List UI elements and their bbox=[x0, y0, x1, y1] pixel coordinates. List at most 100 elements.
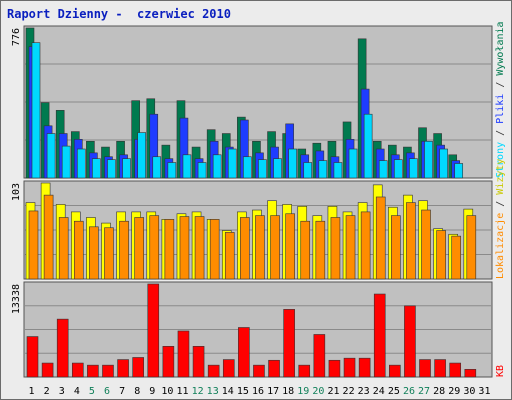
kb-panel-bar-kb-day-3 bbox=[56, 318, 69, 378]
kb-panel-bar-kb-day-20 bbox=[313, 334, 326, 378]
visits-panel-bar-lokalizacje-day-2 bbox=[43, 194, 54, 280]
hits-panel-bar-strony-day-14 bbox=[227, 148, 237, 179]
hits-panel-bar-strony-day-23 bbox=[363, 113, 373, 179]
day-label-22: 22 bbox=[343, 386, 355, 397]
visits-panel-bar-lokalizacje-day-14 bbox=[224, 232, 235, 280]
day-label-12: 12 bbox=[192, 386, 204, 397]
hits-panel-bar-strony-day-25 bbox=[394, 159, 403, 179]
day-label-13: 13 bbox=[207, 386, 219, 397]
visits-legend: Lokalizacje / Wizyty bbox=[495, 159, 506, 279]
visits-panel-bar-lokalizacje-day-21 bbox=[330, 217, 341, 280]
day-label-11: 11 bbox=[176, 386, 188, 397]
kb-legend-item-0: KB bbox=[495, 365, 506, 377]
visits-panel-bar-lokalizacje-day-17 bbox=[270, 215, 280, 280]
day-label-21: 21 bbox=[327, 386, 339, 397]
visits-panel-bar-lokalizacje-day-19 bbox=[300, 220, 311, 280]
visits-panel-bar-lokalizacje-day-8 bbox=[134, 217, 144, 280]
hits-panel-bar-strony-day-18 bbox=[288, 148, 297, 179]
hits-legend: Strony / Pliki / Wywołania bbox=[495, 21, 506, 178]
day-label-4: 4 bbox=[74, 386, 80, 397]
visits-panel-bar-lokalizacje-day-13 bbox=[209, 219, 220, 280]
hits-panel-bar-strony-day-16 bbox=[258, 159, 267, 179]
hits-panel-bar-strony-day-21 bbox=[333, 162, 343, 179]
visits-panel-bar-lokalizacje-day-22 bbox=[345, 215, 356, 280]
hits-panel-bar-strony-day-15 bbox=[243, 156, 252, 179]
visits-panel-bar-lokalizacje-day-5 bbox=[89, 226, 99, 280]
visits-panel-bar-lokalizacje-day-23 bbox=[360, 211, 371, 280]
kb-panel-bar-kb-day-18 bbox=[283, 309, 295, 378]
kb-panel-bar-kb-day-5 bbox=[87, 364, 99, 378]
visits-panel-bar-lokalizacje-day-11 bbox=[179, 216, 190, 280]
hits-panel-bar-strony-day-28 bbox=[439, 148, 448, 179]
report-title: Raport Dzienny - czerwiec 2010 bbox=[7, 7, 231, 21]
kb-panel-bar-kb-day-26 bbox=[404, 305, 416, 378]
hits-panel-bar-strony-day-6 bbox=[107, 159, 116, 179]
visits-panel-bar-lokalizacje-day-25 bbox=[391, 215, 401, 280]
day-label-20: 20 bbox=[312, 386, 324, 397]
visits-panel-bar-lokalizacje-day-26 bbox=[406, 202, 416, 280]
visits-panel-bar-lokalizacje-day-29 bbox=[451, 235, 462, 280]
day-label-27: 27 bbox=[418, 386, 430, 397]
hits-panel-bar-strony-day-27 bbox=[424, 140, 433, 179]
visits-panel-bar-lokalizacje-day-9 bbox=[149, 215, 160, 280]
hits-panel-bar-strony-day-24 bbox=[378, 160, 388, 179]
kb-panel-bar-kb-day-16 bbox=[253, 364, 265, 378]
kb-panel-bar-kb-day-27 bbox=[419, 359, 431, 378]
hits-panel-bar-strony-day-12 bbox=[197, 162, 207, 179]
kb-panel-bar-kb-day-24 bbox=[373, 293, 386, 378]
visits-panel-bar-lokalizacje-day-18 bbox=[285, 213, 295, 280]
hits-panel-bar-strony-day-5 bbox=[92, 158, 101, 179]
kb-panel-bar-kb-day-30 bbox=[464, 369, 477, 378]
visits-panel-bar-lokalizacje-day-30 bbox=[466, 215, 477, 280]
day-label-6: 6 bbox=[104, 386, 110, 397]
kb-legend: KB bbox=[495, 365, 506, 377]
kb-panel-bar-kb-day-23 bbox=[358, 357, 371, 378]
visits-legend-item-0: Lokalizacje bbox=[495, 213, 506, 279]
day-label-7: 7 bbox=[119, 386, 125, 397]
hits-legend-item-2: Pliki bbox=[495, 94, 506, 124]
day-label-30: 30 bbox=[463, 386, 475, 397]
hits-panel-bar-strony-day-20 bbox=[318, 160, 328, 179]
visits-panel-bar-lokalizacje-day-10 bbox=[164, 219, 175, 280]
kb-panel-bar-kb-day-6 bbox=[102, 364, 114, 378]
day-label-2: 2 bbox=[44, 386, 50, 397]
kb-panel-bar-kb-day-28 bbox=[434, 359, 446, 378]
kb-panel-bar-kb-day-29 bbox=[449, 362, 462, 378]
hits-panel-bar-strony-day-1 bbox=[31, 42, 41, 179]
scale-max-label-1: 776 bbox=[11, 28, 22, 46]
hits-legend-item-3: / bbox=[495, 76, 506, 94]
day-label-3: 3 bbox=[59, 386, 65, 397]
day-label-15: 15 bbox=[237, 386, 249, 397]
hits-legend-item-1: / bbox=[495, 124, 506, 142]
kb-panel-bar-kb-day-10 bbox=[162, 346, 175, 378]
hits-panel-bar-strony-day-17 bbox=[273, 158, 282, 179]
kb-panel-bar-kb-day-17 bbox=[268, 359, 280, 378]
hits-panel-bar-strony-day-7 bbox=[122, 158, 131, 179]
day-label-18: 18 bbox=[282, 386, 294, 397]
visits-panel-bar-lokalizacje-day-1 bbox=[28, 210, 39, 280]
hits-panel-bar-strony-day-13 bbox=[212, 154, 222, 179]
hits-panel-bar-strony-day-26 bbox=[409, 158, 418, 179]
kb-panel-bar-kb-day-1 bbox=[26, 336, 39, 378]
day-label-29: 29 bbox=[448, 386, 460, 397]
day-label-8: 8 bbox=[134, 386, 140, 397]
day-label-1: 1 bbox=[29, 386, 35, 397]
kb-panel-bar-kb-day-9 bbox=[147, 283, 160, 378]
visits-panel-bar-lokalizacje-day-20 bbox=[315, 220, 326, 280]
kb-panel-bar-kb-day-15 bbox=[238, 327, 250, 378]
visits-panel-bar-lokalizacje-day-28 bbox=[436, 230, 446, 280]
hits-panel-bar-strony-day-10 bbox=[167, 162, 177, 179]
visits-panel-bar-lokalizacje-day-15 bbox=[240, 217, 250, 280]
visits-panel-bar-lokalizacje-day-27 bbox=[421, 209, 431, 280]
day-label-9: 9 bbox=[149, 386, 155, 397]
hits-panel-bar-strony-day-4 bbox=[76, 148, 86, 179]
day-label-19: 19 bbox=[297, 386, 309, 397]
day-label-14: 14 bbox=[222, 386, 234, 397]
visits-panel-bar-lokalizacje-day-24 bbox=[375, 196, 386, 280]
kb-panel-bar-kb-day-19 bbox=[298, 364, 311, 378]
hits-panel-bar-strony-day-2 bbox=[46, 133, 56, 179]
kb-panel-bar-kb-day-21 bbox=[328, 359, 341, 378]
scale-max-label-2: 103 bbox=[11, 183, 22, 201]
kb-panel-bar-kb-day-25 bbox=[389, 364, 401, 378]
hits-panel-bar-strony-day-22 bbox=[348, 148, 358, 179]
